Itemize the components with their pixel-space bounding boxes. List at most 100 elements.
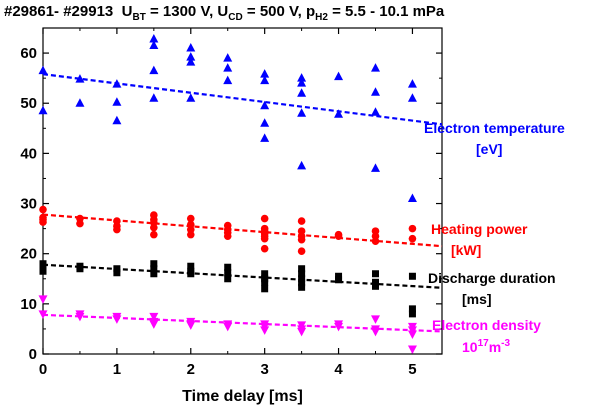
data-point-series-0 xyxy=(297,73,307,82)
data-points xyxy=(38,34,417,354)
data-point-series-0 xyxy=(260,75,270,85)
series-labels: Electron temperature [eV] Heating power [kW… xyxy=(424,120,565,355)
title-pressure-subscript: H2 xyxy=(315,12,328,23)
data-point-series-2 xyxy=(298,275,306,283)
series-label-line1-2: Discharge duration xyxy=(428,270,556,286)
series-label-line2-0: [eV] xyxy=(476,141,502,157)
label-unit-exponent: -3 xyxy=(501,338,510,349)
series-label-line2-3: 1017m-3 xyxy=(462,338,510,355)
data-point-series-0 xyxy=(297,78,307,87)
title-ucd-subscript: CD xyxy=(228,12,243,23)
x-tick-label: 4 xyxy=(334,361,343,378)
data-point-series-2 xyxy=(150,260,158,268)
data-point-series-3 xyxy=(407,330,417,339)
data-point-series-0 xyxy=(334,109,344,118)
data-point-series-0 xyxy=(186,93,196,102)
data-point-series-2 xyxy=(39,260,47,268)
data-point-series-2 xyxy=(187,262,195,270)
label-unit: m xyxy=(489,339,501,355)
title-ubt-subscript: BT xyxy=(132,12,146,23)
data-point-series-0 xyxy=(186,57,196,66)
data-point-series-0 xyxy=(112,97,122,106)
title-ucd-symbol: U xyxy=(217,3,229,20)
data-point-series-2 xyxy=(150,265,158,273)
data-point-series-2 xyxy=(261,270,269,278)
data-point-series-2 xyxy=(224,275,232,283)
data-point-series-1 xyxy=(408,224,417,233)
data-point-series-3 xyxy=(149,320,159,329)
label-base: 10 xyxy=(462,339,478,355)
data-point-series-0 xyxy=(112,115,122,125)
data-point-series-0 xyxy=(407,79,417,88)
data-point-series-1 xyxy=(39,218,47,226)
data-point-series-1 xyxy=(408,234,417,243)
data-point-series-2 xyxy=(224,269,232,277)
data-point-series-0 xyxy=(371,63,380,72)
title-pressure-value: = 5.5 - 10.1 mPa xyxy=(327,3,445,20)
y-tick-label: 0 xyxy=(29,346,37,363)
data-point-series-0 xyxy=(407,93,417,102)
data-point-series-2 xyxy=(224,263,232,271)
data-point-series-3 xyxy=(38,310,48,319)
data-point-series-2 xyxy=(39,267,47,275)
data-point-series-3 xyxy=(371,327,380,337)
data-point-series-2 xyxy=(113,265,121,273)
chart-title: #29861- #29913 UBT = 1300 V, UCD = 500 V… xyxy=(4,3,444,23)
data-point-series-0 xyxy=(297,108,307,117)
data-point-series-0 xyxy=(260,118,270,127)
data-point-series-0 xyxy=(149,40,159,50)
y-tick-label: 30 xyxy=(20,196,37,213)
series-label-line1-1: Heating power xyxy=(431,221,528,237)
data-point-series-3 xyxy=(75,312,85,322)
data-point-series-0 xyxy=(75,74,85,83)
data-point-series-1 xyxy=(150,230,158,239)
data-point-series-1 xyxy=(39,205,47,214)
data-point-series-1 xyxy=(186,230,195,239)
data-point-series-3 xyxy=(149,312,159,322)
x-tick-label: 3 xyxy=(260,361,268,378)
data-point-series-2 xyxy=(408,272,416,280)
y-tick-label: 50 xyxy=(20,95,37,112)
data-point-series-0 xyxy=(371,87,380,96)
data-point-series-0 xyxy=(75,98,85,107)
data-point-series-2 xyxy=(113,269,121,277)
fit-lines xyxy=(42,73,443,333)
fit-line-series-3 xyxy=(42,313,443,333)
data-point-series-1 xyxy=(186,214,195,223)
data-point-series-2 xyxy=(335,276,343,284)
data-point-series-0 xyxy=(407,193,417,203)
title-pressure-symbol: p xyxy=(305,3,316,20)
data-point-series-0 xyxy=(297,88,307,97)
fit-line-series-2 xyxy=(42,263,443,289)
data-point-series-1 xyxy=(223,232,232,240)
data-point-series-0 xyxy=(149,93,159,102)
data-point-series-2 xyxy=(150,270,158,278)
data-point-series-0 xyxy=(334,71,344,81)
data-point-series-0 xyxy=(186,43,196,52)
data-point-series-2 xyxy=(372,282,379,290)
data-point-series-0 xyxy=(371,107,380,116)
data-point-series-2 xyxy=(408,305,416,313)
data-point-series-1 xyxy=(371,237,380,245)
fit-line-series-0 xyxy=(42,73,443,126)
y-tick-label: 20 xyxy=(20,246,37,263)
data-point-series-1 xyxy=(334,232,343,240)
data-point-series-3 xyxy=(186,321,196,330)
data-point-series-2 xyxy=(408,310,416,318)
data-point-series-3 xyxy=(334,322,344,332)
data-point-series-1 xyxy=(76,219,84,228)
series-label-line1-0: Electron temperature xyxy=(424,120,565,136)
y-tick-label: 40 xyxy=(20,145,37,162)
y-tick-label: 60 xyxy=(20,45,37,62)
data-point-series-0 xyxy=(297,160,307,170)
data-point-series-2 xyxy=(76,265,84,273)
data-point-series-2 xyxy=(298,279,306,287)
data-point-series-3 xyxy=(297,327,307,337)
data-point-series-2 xyxy=(372,278,379,286)
series-label-line2-1: [kW] xyxy=(451,242,481,258)
data-point-series-3 xyxy=(407,345,417,354)
x-tick-label: 2 xyxy=(187,361,195,378)
x-tick-label: 5 xyxy=(408,361,416,378)
